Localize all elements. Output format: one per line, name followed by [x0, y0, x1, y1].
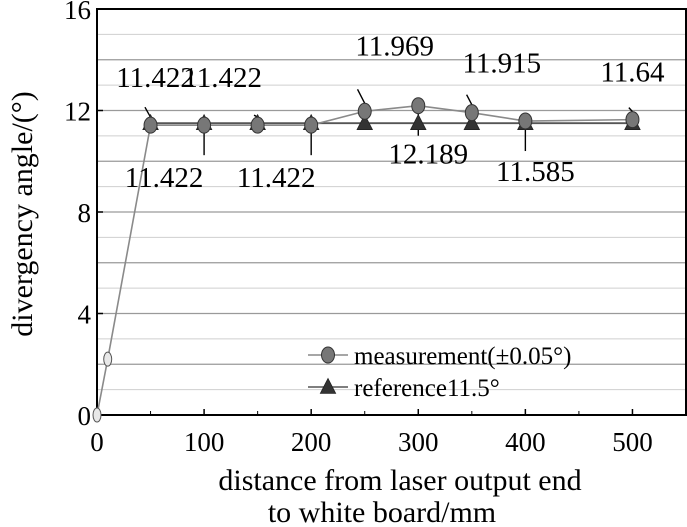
data-label: 11.422 [237, 162, 316, 194]
leader-line [144, 106, 152, 118]
gridlines [97, 33, 686, 391]
x-tick-label: 200 [291, 427, 332, 457]
series-measurement [92, 97, 640, 423]
triangle-marker [356, 113, 374, 130]
circle-marker [103, 351, 113, 367]
legend: measurement(±0.05°) reference11.5° [308, 343, 571, 402]
circle-marker [250, 116, 265, 134]
leader-line [465, 94, 473, 105]
circle-marker [464, 104, 479, 122]
x-tick-label: 0 [90, 427, 104, 457]
triangle-marker [409, 113, 427, 130]
data-label: 11.915 [462, 48, 541, 80]
y-tick-label: 12 [64, 97, 91, 127]
data-label: 12.189 [388, 139, 468, 171]
circle-marker [304, 116, 319, 134]
series-reference [142, 113, 641, 130]
data-label: 11.64 [600, 57, 665, 89]
x-tick-label: 100 [184, 427, 225, 457]
x-axis-label-line-2: to white board/mm [268, 496, 496, 527]
triangle-marker [319, 377, 337, 394]
x-tick-label: 500 [612, 427, 653, 457]
x-tick-label: 300 [398, 427, 439, 457]
circle-marker [197, 116, 212, 134]
circle-marker [92, 407, 102, 423]
legend-label: reference11.5° [354, 375, 500, 402]
data-label: 11.422 [183, 62, 262, 94]
legend-label: measurement(±0.05°) [354, 343, 571, 370]
y-tick-label: 8 [78, 198, 92, 228]
tick-labels: 0 100 200 300 400 500 0 4 8 12 16 [64, 0, 653, 457]
y-tick-label: 16 [64, 0, 91, 25]
triangle-marker [463, 113, 481, 130]
leader-line [628, 107, 633, 113]
data-label: 11.969 [355, 30, 434, 62]
x-tick-label: 400 [505, 427, 546, 457]
data-label: 11.422 [125, 162, 204, 194]
y-tick-label: 0 [78, 401, 92, 431]
annotation-leaders [144, 88, 633, 156]
series-group [92, 97, 641, 423]
circle-marker [518, 112, 533, 130]
circle-marker [357, 102, 372, 120]
data-label: 11.585 [496, 156, 575, 188]
circle-marker [143, 116, 158, 134]
leader-line [356, 88, 366, 104]
y-axis-label: divergency angle/(°) [6, 91, 39, 337]
circle-marker [321, 346, 335, 364]
data-labels: 11.42211.42211.42211.42211.96912.18911.9… [116, 30, 665, 194]
circle-marker [625, 111, 640, 129]
x-axis-label-line-1: distance from laser output end [218, 464, 581, 497]
data-label: 11.422 [116, 62, 195, 94]
axes [96, 8, 687, 416]
circle-marker [411, 97, 426, 115]
y-tick-label: 4 [78, 300, 92, 330]
